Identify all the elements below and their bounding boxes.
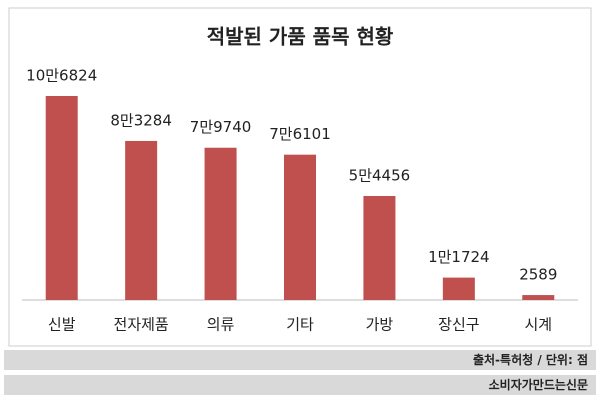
value-label: 1만1724 xyxy=(428,248,490,266)
value-label: 2589 xyxy=(519,266,557,284)
bar xyxy=(204,147,237,300)
source-note: 출처-특허청 / 단위: 점 xyxy=(4,350,596,370)
chart: 적발된 가품 품목 현황 10만6824 신발 8만3284 전자제품 7만9740 의류… xyxy=(8,7,592,347)
value-label: 7만6101 xyxy=(269,125,331,143)
value-label: 10만6824 xyxy=(26,67,97,85)
bar xyxy=(363,196,396,300)
value-label: 8만3284 xyxy=(110,111,172,129)
x-tick-label: 전자제품 xyxy=(114,316,169,334)
x-tick-label: 기타 xyxy=(286,316,314,334)
bar xyxy=(125,140,158,300)
bar xyxy=(442,277,475,300)
x-tick-label: 의류 xyxy=(207,316,235,334)
x-tick-label: 장신구 xyxy=(438,316,479,334)
value-label: 5만4456 xyxy=(349,167,411,185)
bar xyxy=(45,96,78,300)
publisher: 소비자가만드는신문 xyxy=(4,375,596,395)
chart-title: 적발된 가품 품목 현황 xyxy=(207,25,394,49)
x-tick-label: 시계 xyxy=(524,316,552,334)
bar xyxy=(284,154,316,300)
bar xyxy=(522,295,555,300)
x-tick-label: 신발 xyxy=(48,316,76,334)
x-tick-label: 가방 xyxy=(366,316,394,334)
value-label: 7만9740 xyxy=(190,118,252,136)
